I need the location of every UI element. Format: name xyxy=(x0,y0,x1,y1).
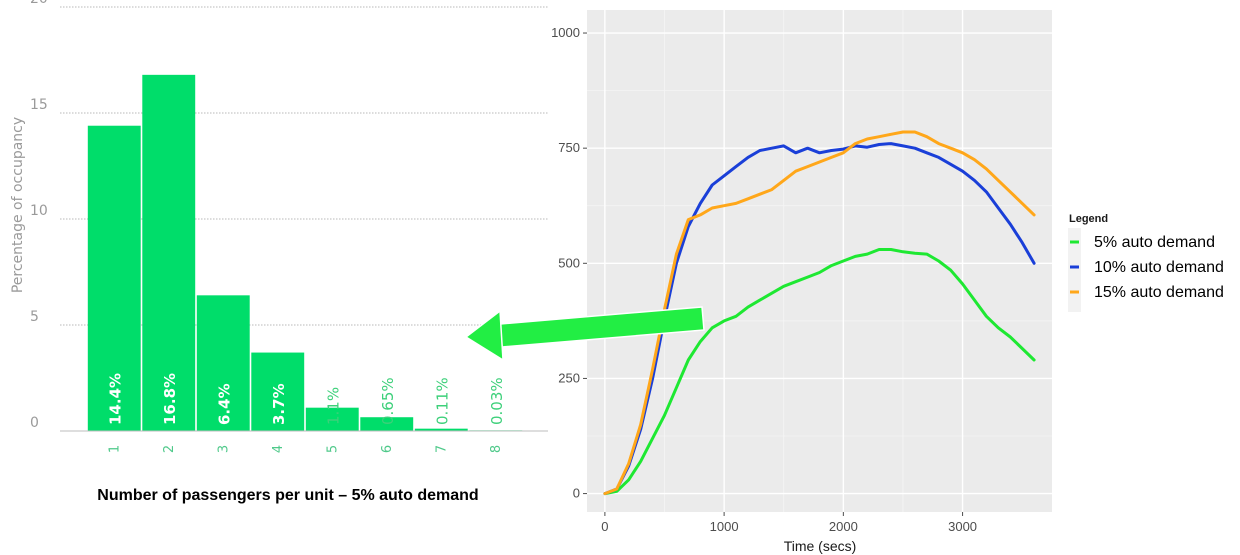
series-line-2 xyxy=(603,142,1036,496)
histogram-bar xyxy=(360,417,414,431)
histogram-y-tick-label: 20 xyxy=(30,0,48,7)
histogram-y-tick-label: 5 xyxy=(30,309,39,325)
line-chart-x-tick-label: 3000 xyxy=(948,519,977,534)
line-chart-x-tick-label: 1000 xyxy=(710,519,739,534)
histogram-y-tick-label: 10 xyxy=(30,203,48,219)
histogram-x-tick-label: 1 xyxy=(107,445,122,453)
histogram-y-tick-label: 0 xyxy=(30,415,39,431)
histogram-data-label: 0.65% xyxy=(379,377,397,425)
histogram-x-tick-label: 3 xyxy=(216,445,231,453)
legend-title: Legend xyxy=(1069,213,1108,225)
line-chart-legend: Legend 5% auto demand 10% auto demand 15% … xyxy=(1068,213,1224,312)
histogram-x-tick-label: 2 xyxy=(162,445,177,453)
histogram-data-label: 6.4% xyxy=(215,383,233,425)
histogram-x-tick-label: 7 xyxy=(434,445,449,453)
legend-label-1: 5% auto demand xyxy=(1094,234,1215,251)
histogram-data-label: 14.4% xyxy=(106,373,124,425)
legend-label-3: 15% auto demand xyxy=(1094,284,1224,301)
series-line-1 xyxy=(603,248,1036,496)
histogram-bar xyxy=(251,352,305,431)
line-chart-y-tick-label: 500 xyxy=(558,255,580,270)
line-chart-x-tick-label: 2000 xyxy=(829,519,858,534)
arrow-head xyxy=(464,309,504,362)
line-chart-y-tick-label: 250 xyxy=(558,370,580,385)
histogram-x-tick-label: 4 xyxy=(271,445,286,453)
histogram-data-label: 3.7% xyxy=(270,383,288,425)
green-arrow xyxy=(464,306,705,362)
histogram-bar xyxy=(414,428,468,431)
occupancy-histogram: 0 5 10 15 20 1 2 3 4 5 6 7 8 14.4% 16.8% 6.4% 3.7% 1.1%… xyxy=(10,0,548,504)
histogram-y-tick-label: 15 xyxy=(30,97,48,113)
series-line-3 xyxy=(603,130,1036,496)
line-chart-x-axis-label: Time (secs) xyxy=(784,538,857,554)
histogram-y-axis-label: Percentage of occupancy xyxy=(10,117,26,293)
histogram-bar xyxy=(305,407,359,431)
histogram-x-tick-label: 8 xyxy=(489,445,504,453)
histogram-bar xyxy=(142,74,196,431)
histogram-data-label: 1.1% xyxy=(324,387,342,425)
line-chart-y-tick-label: 0 xyxy=(573,486,580,501)
histogram-x-tick-label: 5 xyxy=(325,445,340,453)
histogram-caption: Number of passengers per unit – 5% auto … xyxy=(97,487,478,504)
legend-label-2: 10% auto demand xyxy=(1094,259,1224,276)
line-chart-y-tick-label: 1000 xyxy=(551,25,580,40)
line-chart-panel xyxy=(587,10,1052,512)
histogram-data-label: 0.03% xyxy=(488,377,506,425)
auto-demand-line-chart: 0 250 500 750 1000 0 1000 2000 3000 Time (secs) xyxy=(551,10,1052,554)
histogram-data-label: 0.11% xyxy=(433,377,451,425)
histogram-bar xyxy=(87,125,141,431)
line-chart-y-tick-label: 750 xyxy=(558,140,580,155)
histogram-bar xyxy=(196,295,250,431)
histogram-x-tick-label: 6 xyxy=(380,445,395,453)
histogram-data-label: 16.8% xyxy=(161,373,179,425)
line-chart-x-tick-label: 0 xyxy=(601,519,608,534)
